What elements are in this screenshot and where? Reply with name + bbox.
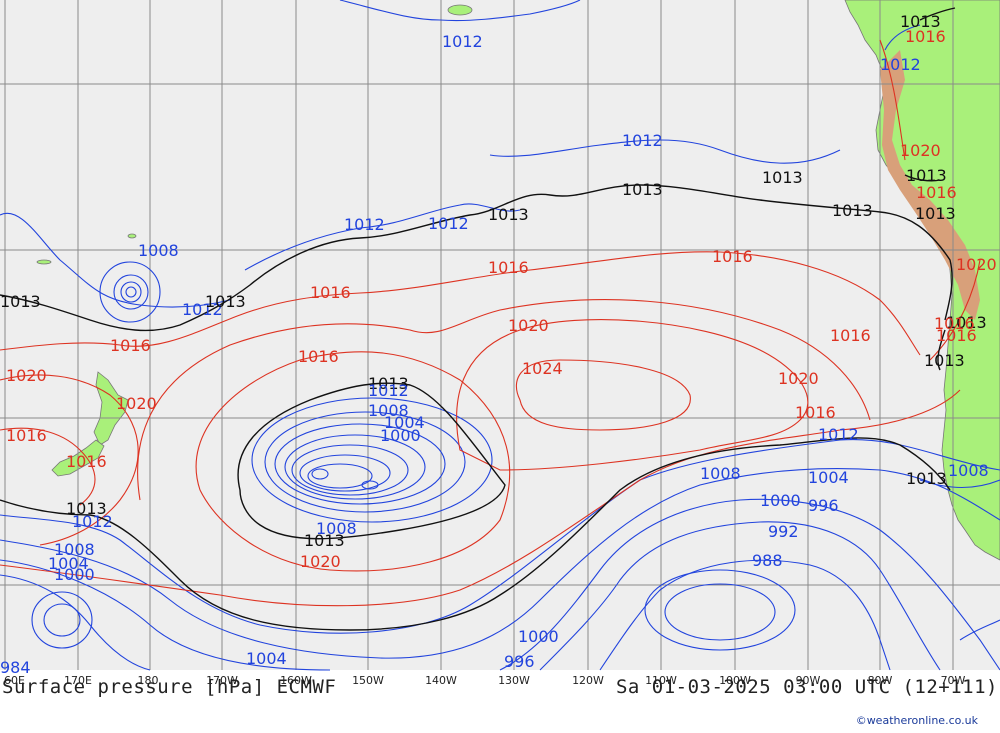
isobar-label: 1008 [54,540,95,559]
isobar-label: 1016 [6,426,47,445]
isobar-label: 1008 [368,401,409,420]
isobar-label: 1016 [66,452,107,471]
isobar-label: 1016 [934,314,975,333]
longitude-label: 180 [138,674,159,687]
isobar-label: 1020 [300,552,341,571]
isobar-label: 1020 [900,141,941,160]
isobar-label: 1012 [428,214,469,233]
isobar-labels: 1012101310161012101210131012101210131013… [0,12,997,677]
isobar-label: 1000 [380,426,421,445]
isobar-label: 1013 [66,499,107,518]
isobar-label: 1020 [508,316,549,335]
longitude-label: 160W [280,674,312,687]
isobar-label: 1008 [316,519,357,538]
isobar-label: 1013 [368,374,409,393]
longitude-label: 170E [64,674,92,687]
high-pressure-isobars [0,39,981,607]
isobar-label: 1016 [905,27,946,46]
isobar-label: 1013 [762,168,803,187]
valid-time: Sa 01-03-2025 03:00 UTC (12+111) [615,676,998,698]
isobar-label: 1012 [368,381,409,400]
isobar-label: 1012 [344,215,385,234]
isobar-label: 1013 [622,180,663,199]
isobar-label: 1012 [818,425,859,444]
isobar-label: 1004 [808,468,849,487]
isobar-label: 1016 [916,183,957,202]
isobar-label: 1016 [298,347,339,366]
map-title: Surface pressure [hPa] ECMWF [2,676,337,698]
isobar-label: 1020 [956,255,997,274]
longitude-label: 110W [645,674,677,687]
isobar-label: 1013 [488,205,529,224]
land-island-2 [36,259,52,265]
isobar-label: 1013 [832,201,873,220]
isobar-label: 1013 [205,292,246,311]
isobar-label: 1013 [924,351,965,370]
isobar-label: 1013 [900,12,941,31]
isobar-label: 1012 [72,512,113,531]
isobar-label: 1016 [310,283,351,302]
longitude-label: 130W [498,674,530,687]
isobar-label: 1000 [54,565,95,584]
isobar-label: 1024 [522,359,563,378]
isobar-label: 1020 [6,366,47,385]
isobar-label: 1020 [116,394,157,413]
isobar-label: 1013 [946,313,987,332]
isobar-label: 984 [0,658,31,677]
land-island-1 [127,233,137,239]
isobar-label: 1008 [948,461,989,480]
longitude-label: 100W [719,674,751,687]
isobar-label: 992 [768,522,799,541]
longitude-label: 80W [868,674,893,687]
isobar-label: 1013 [906,166,947,185]
isobar-label: 1012 [182,300,223,319]
land-island-3 [447,4,473,16]
land-andes [880,50,980,320]
isobar-label: 1000 [760,491,801,510]
isobar-label: 1016 [936,326,977,345]
isobar-label: 1012 [622,131,663,150]
longitude-label: 150W [352,674,384,687]
isobar-label: 1012 [880,55,921,74]
isobar-label: 1016 [488,258,529,277]
isobar-label: 1012 [442,32,483,51]
isobar-label: 988 [752,551,783,570]
ocean-area [0,0,1000,670]
isobar-label: 1013 [906,469,947,488]
isobar-label: 1016 [795,403,836,422]
isobar-label: 1000 [518,627,559,646]
isobar-label: 1016 [830,326,871,345]
isobar-label: 1004 [48,554,89,573]
isobar-label: 1016 [110,336,151,355]
isobar-label: 1016 [712,247,753,266]
longitude-label: 60E [4,674,25,687]
longitude-label: 90W [796,674,821,687]
isobar-label: 1008 [138,241,179,260]
isobar-label: 1013 [915,204,956,223]
longitude-label: 120W [572,674,604,687]
lat-lon-grid [0,0,1000,670]
longitude-axis-labels: 60E 170E 180 170W 160W 150W 140W 130W 120W 110W 10… [4,674,966,687]
low-pressure-isobars [0,0,1000,671]
isobar-label: 1004 [246,649,287,668]
isobar-label: 1013 [0,292,41,311]
longitude-label: 170W [206,674,238,687]
reference-isobars-1013 [0,7,956,631]
isobar-label: 1013 [304,531,345,550]
isobar-label: 1020 [778,369,819,388]
isobar-label: 1008 [700,464,741,483]
isobar-label: 996 [808,496,839,515]
credit-link[interactable]: ©weatheronline.co.uk [855,714,978,727]
isobar-label: 996 [504,652,535,671]
longitude-label: 70W [941,674,966,687]
longitude-label: 140W [425,674,457,687]
isobar-label: 1004 [384,413,425,432]
